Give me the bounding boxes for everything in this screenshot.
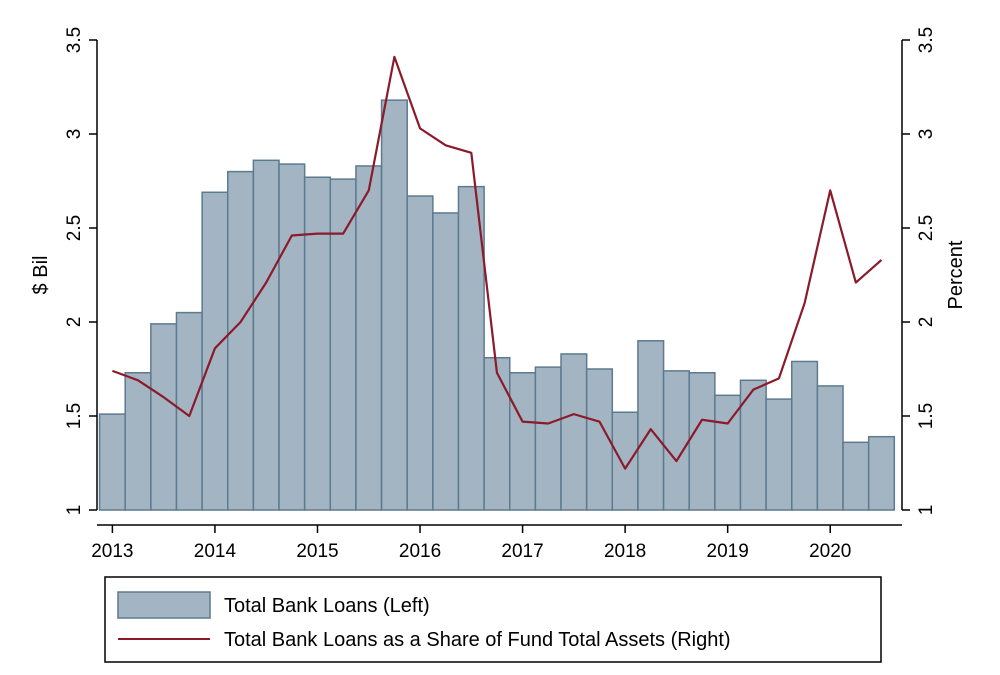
y-right-tick-label: 2.5: [916, 215, 937, 241]
bar: [227, 170, 255, 511]
legend: Total Bank Loans (Left) Total Bank Loans…: [104, 576, 882, 663]
series-line: [112, 55, 883, 470]
bar: [175, 311, 203, 511]
x-tick-label: 2016: [399, 541, 441, 562]
bar: [380, 99, 408, 511]
bar: [560, 353, 588, 511]
x-tick-label: 2018: [604, 541, 646, 562]
bar: [611, 411, 639, 511]
y-right-axis-title: Percent: [945, 240, 967, 309]
y-left-axis-title: $ Bil: [30, 256, 52, 295]
x-tick-label: 2014: [194, 541, 237, 562]
bar: [688, 372, 716, 511]
bar: [867, 435, 896, 511]
y-right-tick-label: 1: [916, 505, 937, 516]
legend-box: [104, 576, 882, 663]
y-right-tick-label: 1.5: [916, 403, 937, 429]
y-left-tick-label: 1.5: [64, 403, 85, 429]
x-tick-label: 2017: [501, 541, 543, 562]
bar: [252, 159, 280, 511]
y-right-ticks: 1 1.5 2 2.5 3 3.5: [902, 27, 937, 516]
bar: [662, 370, 690, 511]
legend-line-label: Total Bank Loans as a Share of Fund Tota…: [224, 629, 731, 651]
x-tick-label: 2013: [91, 541, 133, 562]
bar: [816, 385, 844, 511]
bar: [303, 176, 332, 511]
legend-bar-swatch: [117, 591, 211, 619]
bar-series: [98, 99, 896, 511]
bar: [457, 185, 485, 511]
y-left-tick-label: 2.5: [64, 215, 85, 241]
y-right-tick-label: 3.5: [916, 27, 937, 53]
bar: [765, 398, 793, 511]
y-left-tick-label: 3.5: [64, 27, 85, 53]
y-left-tick-label: 2: [64, 317, 85, 328]
x-tick-label: 2020: [809, 541, 851, 562]
legend-bar-label: Total Bank Loans (Left): [224, 595, 430, 617]
bar: [483, 356, 511, 511]
bar: [124, 372, 152, 511]
bar: [534, 366, 562, 511]
y-right-tick-label: 2: [916, 317, 937, 328]
x-ticks: 2013 2014 2015 2016 2017 2018 2019 2020: [91, 525, 851, 562]
bar: [432, 212, 460, 511]
bar: [278, 163, 306, 511]
y-left-tick-label: 1: [64, 505, 85, 516]
bar: [329, 178, 357, 511]
line-series: [112, 55, 883, 470]
bar: [406, 195, 434, 511]
y-left-ticks: 1 1.5 2 2.5 3 3.5: [64, 27, 97, 516]
y-left-tick-label: 3: [64, 129, 85, 140]
bar: [637, 340, 665, 511]
bar: [150, 323, 178, 511]
bar: [842, 441, 870, 511]
bar: [98, 413, 126, 511]
x-tick-label: 2019: [707, 541, 749, 562]
x-tick-label: 2015: [296, 541, 338, 562]
y-right-tick-label: 3: [916, 129, 937, 140]
bar: [355, 165, 383, 511]
bar: [791, 360, 819, 511]
bar: [509, 372, 537, 511]
